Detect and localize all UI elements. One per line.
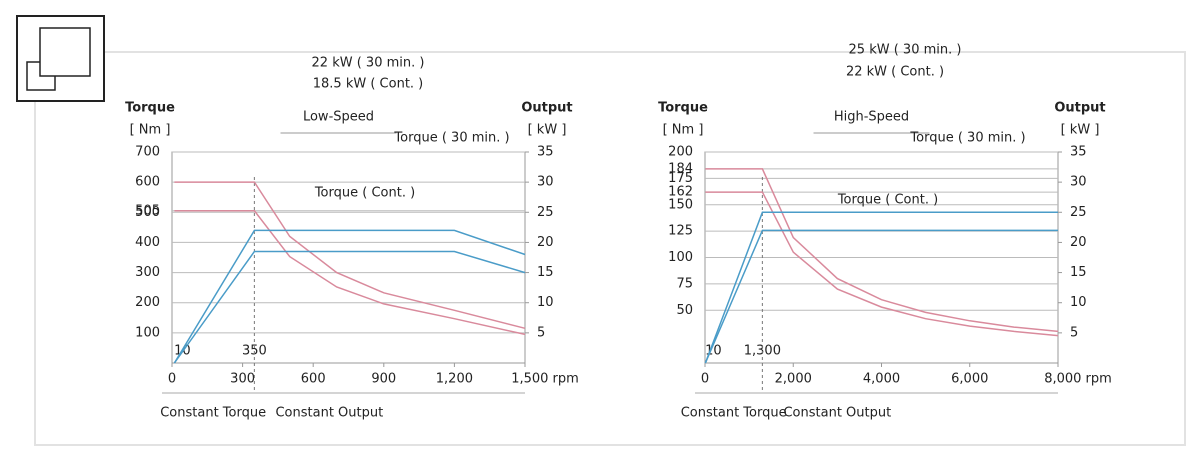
x-tick-label: 1,500 rpm	[511, 372, 579, 387]
y2-tick-label: 15	[1070, 265, 1087, 280]
y-tick-label: 175	[668, 171, 693, 186]
series-label: 22 kW ( Cont. )	[846, 65, 944, 80]
y-tick-label: 184	[668, 161, 693, 176]
y-tick-label: 600	[135, 175, 160, 190]
y2-tick-label: 35	[537, 145, 554, 160]
series-label: 25 kW ( 30 min. )	[849, 43, 962, 58]
series-label: Torque ( Cont. )	[837, 193, 938, 208]
icon-square-large	[39, 27, 91, 77]
y2-tick-label: 15	[537, 265, 554, 280]
y-tick-label: 125	[668, 224, 693, 239]
y2-tick-label: 10	[537, 295, 554, 310]
y2-axis-unit: [ kW ]	[528, 123, 567, 138]
y-tick-label: 150	[668, 197, 693, 212]
panel	[34, 51, 1186, 446]
y2-tick-label: 30	[537, 175, 554, 190]
series-label: Torque ( 30 min. )	[393, 131, 509, 146]
y-tick-label: 100	[668, 250, 693, 265]
y-axis-unit: [ Nm ]	[130, 123, 171, 138]
x-tick-label: 600	[301, 372, 326, 387]
x-tick-label: 2,000	[775, 372, 812, 387]
y2-tick-label: 25	[537, 205, 554, 220]
x-tick-label: 0	[168, 372, 176, 387]
y-tick-label: 500	[135, 205, 160, 220]
x-tick-label: 900	[371, 372, 396, 387]
y-tick-label: 100	[135, 325, 160, 340]
y2-axis-title: Output	[521, 101, 572, 116]
y2-tick-label: 35	[1070, 145, 1087, 160]
series-line	[704, 229, 1058, 364]
y2-tick-label: 30	[1070, 175, 1087, 190]
y-tick-label: 162	[668, 185, 693, 200]
x-tick-label: 4,000	[863, 372, 900, 387]
region-label: Constant Torque	[681, 406, 787, 421]
series-line	[174, 181, 526, 330]
y2-tick-label: 10	[1070, 295, 1087, 310]
y2-tick-label: 20	[537, 235, 554, 250]
y2-axis-unit: [ kW ]	[1061, 123, 1100, 138]
y2-tick-label: 25	[1070, 205, 1087, 220]
y2-tick-label: 5	[1070, 325, 1078, 340]
series-line	[174, 210, 526, 336]
x-tick-label: 8,000 rpm	[1044, 372, 1112, 387]
series-label: Torque ( Cont. )	[314, 186, 415, 201]
series-line	[173, 250, 526, 364]
region-label: Constant Torque	[160, 406, 266, 421]
y-tick-label: 700	[135, 145, 160, 160]
series-label: 18.5 kW ( Cont. )	[313, 77, 424, 92]
y-tick-label: 300	[135, 265, 160, 280]
y-tick-label: 200	[135, 295, 160, 310]
y-axis-unit: [ Nm ]	[663, 123, 704, 138]
y-tick-label: 505	[135, 203, 160, 218]
y2-axis-title: Output	[1054, 101, 1105, 116]
series-line	[173, 229, 526, 364]
y-axis-title: Torque	[125, 101, 175, 116]
y-tick-label: 200	[668, 145, 693, 160]
x-tick-label: 1,200	[436, 372, 473, 387]
x-tick-label: 6,000	[951, 372, 988, 387]
region-label: Constant Output	[275, 406, 383, 421]
chart-title: High-Speed	[834, 110, 909, 125]
series-label: Torque ( 30 min. )	[909, 131, 1025, 146]
y2-tick-label: 20	[1070, 235, 1087, 250]
x-tick-label: 0	[701, 372, 709, 387]
series-label: 22 kW ( 30 min. )	[312, 56, 425, 71]
y2-tick-label: 5	[537, 325, 545, 340]
series-line	[705, 168, 1059, 333]
y-tick-label: 400	[135, 235, 160, 250]
x-tick-label: 300	[230, 372, 255, 387]
series-line	[704, 211, 1058, 364]
y-tick-label: 50	[676, 303, 693, 318]
region-label: Constant Output	[783, 406, 891, 421]
chart-title: Low-Speed	[303, 110, 374, 125]
y-axis-title: Torque	[658, 101, 708, 116]
y-tick-label: 75	[676, 276, 693, 291]
